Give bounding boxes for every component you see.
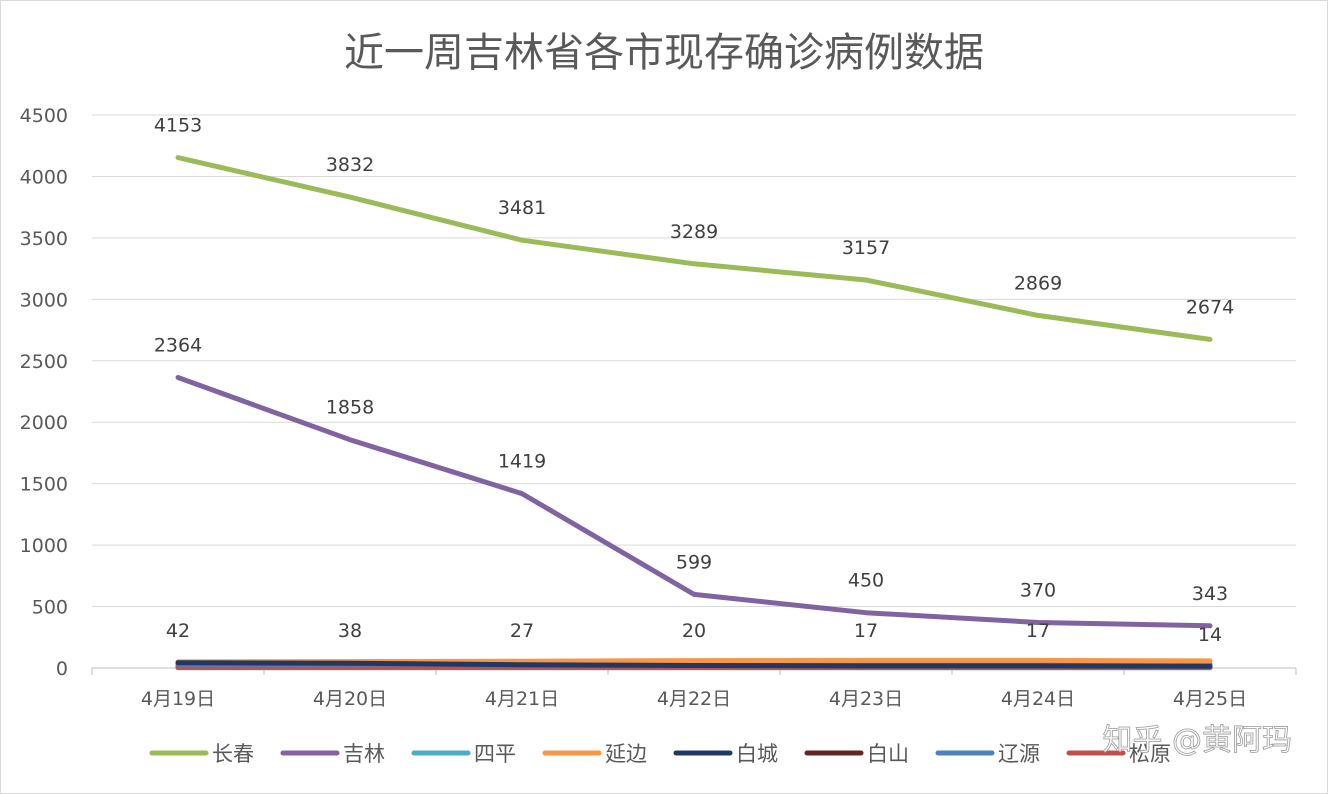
chart-title: 近一周吉林省各市现存确诊病例数据 [344, 30, 984, 76]
data-label: 343 [1192, 583, 1228, 605]
y-axis: 0 500 1000 1500 2000 2500 3000 3500 4000 4500 [20, 105, 68, 680]
legend-label: 延边 [605, 742, 647, 766]
data-label: 14 [1198, 624, 1222, 646]
series-line-2 [175, 375, 1213, 629]
data-label: 1858 [326, 397, 374, 419]
y-tick-label: 3000 [20, 289, 68, 311]
y-tick-label: 3500 [20, 228, 68, 250]
data-label: 1419 [498, 451, 546, 473]
y-tick-label: 0 [56, 658, 68, 680]
y-tick-label: 500 [32, 597, 68, 619]
data-label: 4153 [154, 115, 202, 137]
series-line-1 [175, 155, 1213, 342]
x-tick-label: 4月20日 [313, 688, 387, 710]
y-tick-label: 4000 [20, 166, 68, 188]
legend: 长春 吉林 四平 延边 白城 白山 辽源 松原 [149, 742, 1171, 766]
y-tick-label: 1500 [20, 474, 68, 496]
x-axis: 4月19日 4月20日 4月21日 4月22日 4月23日 4月24日 4月25日 [91, 668, 1297, 710]
legend-label: 辽源 [998, 742, 1040, 766]
y-tick-label: 2500 [20, 351, 68, 373]
data-label: 3832 [326, 154, 374, 176]
data-label: 17 [854, 620, 878, 642]
x-tick-label: 4月19日 [141, 688, 215, 710]
data-label: 450 [848, 570, 884, 592]
data-label: 3289 [670, 221, 718, 243]
data-label: 599 [676, 551, 712, 573]
series-line-5 [175, 660, 1213, 669]
data-label: 3481 [498, 197, 546, 219]
legend-label: 松原 [1129, 742, 1171, 766]
y-tick-label: 1000 [20, 535, 68, 557]
data-label: 370 [1020, 580, 1056, 602]
x-tick-label: 4月25日 [1173, 688, 1247, 710]
data-label: 2869 [1014, 272, 1062, 294]
data-label: 20 [682, 620, 706, 642]
legend-label: 长春 [212, 742, 254, 766]
x-tick-label: 4月22日 [657, 688, 731, 710]
data-label: 38 [338, 620, 362, 642]
data-label: 27 [510, 620, 534, 642]
legend-label: 白城 [736, 742, 778, 766]
x-tick-label: 4月21日 [485, 688, 559, 710]
data-label: 2364 [154, 334, 202, 356]
legend-label: 四平 [474, 742, 516, 766]
data-label: 17 [1026, 620, 1050, 642]
data-labels: 4153 3832 3481 3289 3157 2869 2674 2364 1858 1419… [154, 115, 1234, 646]
legend-label: 白山 [867, 742, 909, 766]
series-lines [175, 155, 1213, 671]
data-label: 3157 [842, 237, 890, 259]
y-tick-label: 4500 [20, 105, 68, 127]
data-label: 42 [166, 620, 190, 642]
x-tick-label: 4月23日 [829, 688, 903, 710]
data-label: 2674 [1186, 296, 1234, 318]
legend-label: 吉林 [343, 742, 385, 766]
x-tick-label: 4月24日 [1001, 688, 1075, 710]
y-tick-label: 2000 [20, 412, 68, 434]
watermark-text: 知乎 @黄阿玛 [1102, 723, 1292, 758]
